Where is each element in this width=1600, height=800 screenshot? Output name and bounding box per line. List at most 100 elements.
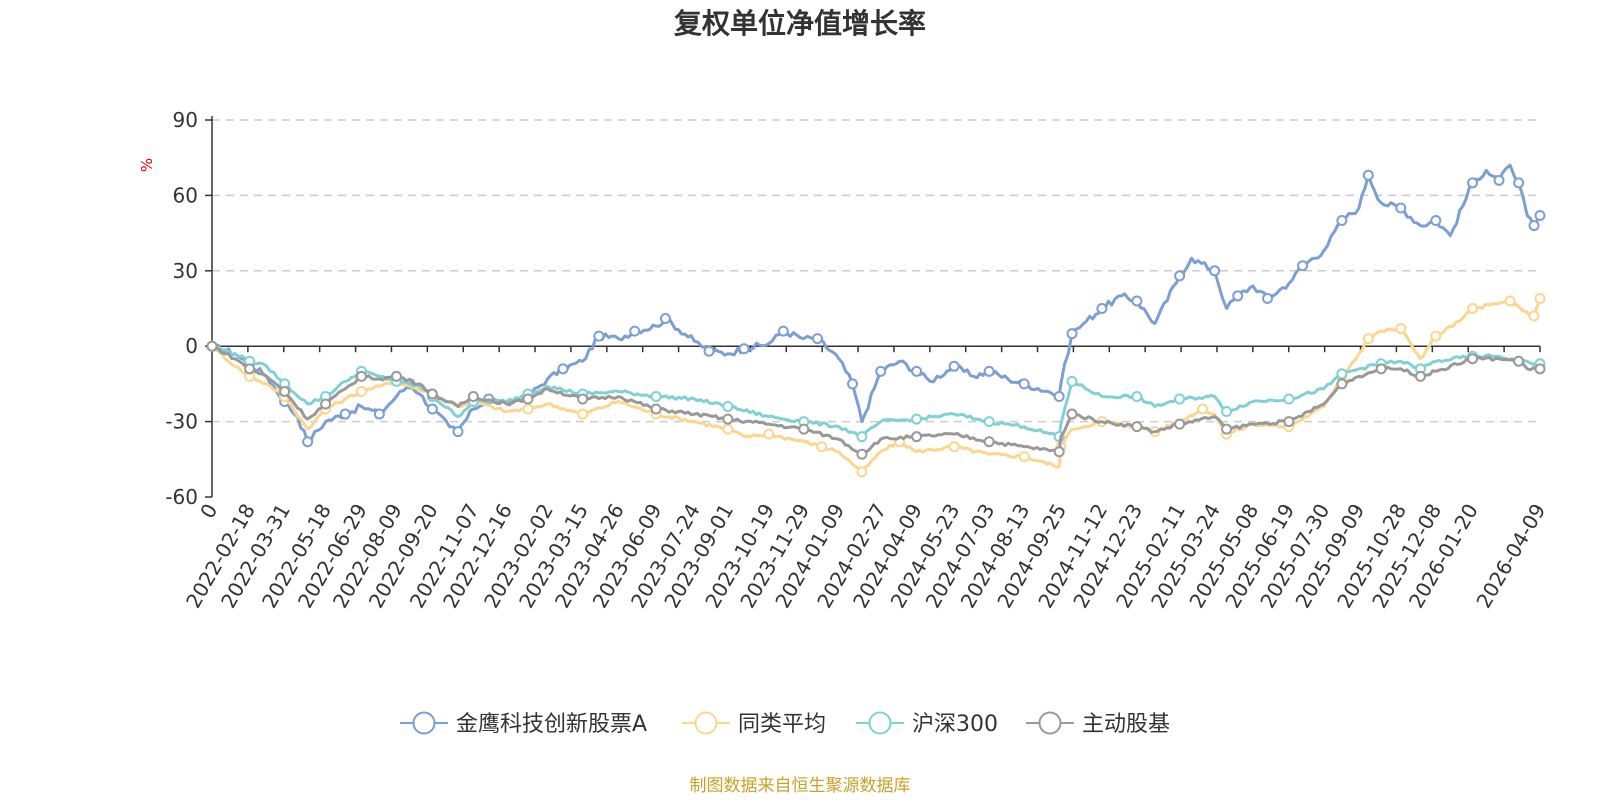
series-2-point-38 — [1174, 393, 1186, 405]
series-3-point-0 — [206, 340, 218, 352]
series-0-point-64 — [1262, 292, 1274, 304]
y-tick-label-1: -30 — [165, 410, 198, 434]
series-2-point-28 — [911, 413, 923, 425]
legend-item-3[interactable]: 主动股基 — [1026, 711, 1170, 737]
series-3-point-44 — [1336, 378, 1348, 390]
series-0-point-44 — [948, 360, 960, 372]
series-0-point-6 — [302, 436, 314, 448]
series-3-point-24 — [798, 423, 810, 435]
series-0-point-80 — [1513, 177, 1525, 189]
chart-title: 复权单位净值增长率 — [674, 7, 926, 40]
series-0-point-60 — [1209, 265, 1221, 277]
series-3-point-8 — [355, 370, 367, 382]
series-3-point-40 — [1221, 423, 1233, 435]
series-0-point-54 — [1096, 303, 1108, 314]
series-1-point-22 — [722, 423, 734, 435]
series-1-point-52 — [1395, 323, 1407, 335]
y-tick-label-2: 0 — [185, 334, 198, 358]
series-0-point-42 — [911, 365, 923, 377]
series-0-point-28 — [659, 313, 671, 325]
series-3-point-28 — [911, 431, 923, 443]
series-0-point-32 — [738, 343, 750, 355]
series-0-point-26 — [629, 325, 641, 337]
series-3-point-34 — [1066, 408, 1078, 420]
series-3-point-12 — [426, 388, 438, 400]
series-0-point-38 — [847, 378, 859, 390]
series-0-point-10 — [373, 408, 385, 420]
series-0-point-40 — [875, 365, 887, 377]
series-3-point-14 — [467, 390, 479, 402]
legend-item-1[interactable]: 同类平均 — [682, 711, 826, 737]
series-3-point-10 — [390, 370, 402, 382]
series-3-point-26 — [856, 448, 868, 460]
series-0-point-56 — [1131, 295, 1143, 307]
series-3-point-30 — [983, 436, 995, 448]
series-1-point-56 — [1467, 303, 1479, 314]
series-1-point-42 — [1197, 403, 1209, 415]
legend[interactable]: 金鹰科技创新股票A 同类平均 沪深300 主动股基 — [400, 711, 1170, 737]
series-0-point-48 — [1018, 378, 1030, 390]
series-0-point-24 — [593, 330, 605, 342]
series-3-point-50 — [1467, 353, 1479, 365]
series-1-point-24 — [763, 428, 775, 440]
series-3-point-36 — [1131, 421, 1143, 433]
series-0-point-62 — [1232, 290, 1244, 302]
series-0-point-68 — [1336, 215, 1348, 227]
source-note: 制图数据来自恒生聚源数据库 — [690, 776, 911, 796]
series-0-point-36 — [811, 333, 823, 345]
series-0-point-58 — [1174, 270, 1186, 282]
series-line-0 — [211, 163, 1542, 444]
series-1-point-32 — [948, 441, 960, 453]
series-3-point-54 — [1534, 363, 1546, 375]
legend-label-2: 沪深300 — [912, 712, 998, 737]
legend-marker-1 — [694, 711, 718, 735]
series-3-point-32 — [1053, 446, 1065, 458]
series-1-point-18 — [577, 408, 589, 420]
legend-marker-2 — [868, 711, 892, 735]
legend-item-0[interactable]: 金鹰科技创新股票A — [400, 711, 647, 737]
y-tick-label-0: -60 — [165, 485, 198, 509]
series-0-point-70 — [1362, 169, 1374, 181]
series-3-point-16 — [522, 393, 534, 405]
series-0-point-74 — [1430, 215, 1442, 227]
series-1-point-58 — [1504, 295, 1516, 307]
y-axis-unit: % — [138, 158, 156, 172]
series-line-2 — [211, 344, 1541, 439]
series-line-3 — [211, 344, 1541, 456]
series-1-point-8 — [355, 385, 367, 397]
series-0-point-30 — [703, 345, 715, 357]
legend-item-2[interactable]: 沪深300 — [856, 711, 998, 737]
series-3-point-4 — [279, 385, 291, 397]
series-3-point-18 — [577, 393, 589, 405]
series-2-point-20 — [650, 390, 662, 402]
series-2-point-30 — [983, 416, 995, 428]
legend-label-1: 同类平均 — [738, 712, 826, 737]
series-0-point-72 — [1395, 202, 1407, 214]
series-1-point-16 — [522, 403, 534, 415]
series-1-point-28 — [856, 466, 868, 478]
series-3-point-38 — [1174, 418, 1186, 430]
y-tick-label-5: 90 — [173, 108, 198, 132]
series-0-point-16 — [452, 426, 464, 438]
x-tick-label-start: 0 — [195, 500, 222, 523]
series-1-point-50 — [1362, 333, 1374, 345]
series-3-point-46 — [1375, 363, 1387, 375]
grid-lines — [212, 119, 1540, 423]
series-1-point-61 — [1534, 292, 1546, 304]
series-0-point-66 — [1297, 260, 1309, 272]
series-2-point-22 — [722, 401, 734, 413]
legend-marker-3 — [1038, 711, 1062, 735]
series-0-point-82 — [1528, 220, 1540, 232]
legend-marker-0 — [412, 711, 436, 735]
series-3-point-6 — [320, 398, 332, 410]
series-0-point-78 — [1493, 174, 1505, 186]
series-2-point-44 — [1336, 368, 1348, 380]
series-1-point-60 — [1528, 310, 1540, 322]
series-2-point-40 — [1221, 406, 1233, 418]
series-3-point-48 — [1414, 370, 1426, 382]
series-2-point-34 — [1066, 375, 1078, 387]
series-3-point-22 — [722, 413, 734, 425]
legend-label-3: 主动股基 — [1082, 712, 1170, 737]
series-1-point-54 — [1430, 330, 1442, 342]
